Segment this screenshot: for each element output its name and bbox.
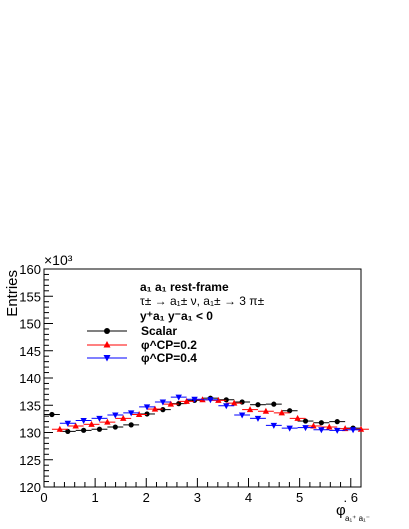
- data-point: [160, 407, 166, 413]
- data-point: [135, 411, 143, 418]
- series-1: [51, 396, 369, 432]
- data-point: [326, 423, 333, 430]
- x-tick-label: 1: [92, 490, 99, 505]
- legend-entry-scalar: Scalar: [87, 324, 177, 338]
- data-point: [334, 419, 340, 425]
- data-point: [231, 399, 238, 406]
- y-tick-label: 130: [19, 426, 41, 441]
- annotation-decay: τ± → a₁± ν, a₁± → 3 π±: [140, 294, 265, 308]
- legend-marker-scalar: [104, 328, 110, 334]
- data-point: [239, 399, 245, 405]
- y-tick-label: 125: [19, 453, 41, 468]
- data-point: [183, 397, 190, 404]
- data-point: [159, 399, 167, 406]
- series-layer: [44, 394, 369, 435]
- data-point: [334, 427, 341, 434]
- legend-entry-cp02: φ^CP=0.2: [87, 338, 197, 352]
- annotation-rapidity: y⁺a₁ y⁻a₁ < 0: [140, 309, 213, 323]
- data-point: [65, 428, 71, 435]
- data-point: [80, 418, 87, 425]
- data-point: [287, 408, 293, 414]
- data-point: [143, 404, 151, 411]
- data-point: [56, 425, 64, 432]
- x-tick-label: 0: [40, 490, 47, 505]
- data-point: [318, 420, 324, 426]
- data-point: [81, 427, 87, 433]
- data-point: [254, 415, 262, 422]
- data-point: [262, 407, 270, 414]
- y-axis-exponent: ×10³: [44, 252, 73, 268]
- data-point: [310, 422, 317, 429]
- x-axis-title: φ a₁⁺ a₁⁻: [336, 502, 370, 523]
- legend-marker-cp04: [103, 355, 111, 362]
- annotation-block: a₁ a₁ rest-frame τ± → a₁± ν, a₁± → 3 π± …: [140, 280, 265, 323]
- data-point: [270, 422, 278, 429]
- data-point: [112, 424, 118, 430]
- x-axis-title-main: φ: [336, 502, 346, 519]
- data-point: [96, 415, 103, 422]
- data-point: [144, 411, 150, 417]
- y-tick-label: 140: [19, 371, 41, 386]
- legend-entry-cp04: φ^CP=0.4: [87, 351, 197, 365]
- legend-label-cp04: φ^CP=0.4: [141, 351, 197, 365]
- y-tick-label: 120: [19, 480, 41, 495]
- x-tick-label: 3: [194, 490, 201, 505]
- data-point: [191, 396, 198, 403]
- data-point: [223, 397, 229, 403]
- data-point: [294, 414, 301, 421]
- legend-marker-cp02: [103, 341, 111, 348]
- data-point: [175, 394, 182, 401]
- data-point: [72, 422, 79, 429]
- data-point: [167, 400, 174, 407]
- axes-layer: 120 125 130 135 140 145 150 155 160 0 1 2 3 4 5 . 6: [19, 262, 358, 505]
- y-tick-label: 155: [19, 289, 41, 304]
- data-point: [318, 427, 325, 434]
- data-point: [88, 420, 95, 427]
- y-axis-title: Entries: [4, 270, 21, 317]
- legend: Scalar φ^CP=0.2 φ^CP=0.4: [87, 324, 197, 365]
- data-point: [286, 425, 293, 432]
- data-point: [278, 409, 285, 416]
- x-tick-label: 5: [296, 490, 303, 505]
- x-tick-label: . 6: [344, 490, 358, 505]
- data-point: [120, 414, 127, 421]
- data-point: [128, 422, 134, 428]
- data-point: [302, 418, 309, 424]
- data-point: [127, 410, 135, 417]
- series-2: [59, 394, 361, 434]
- data-point: [302, 425, 309, 432]
- x-axis-title-sub: a₁⁺ a₁⁻: [345, 514, 370, 523]
- data-point: [176, 401, 182, 407]
- data-point: [246, 406, 254, 413]
- x-tick-label: 4: [245, 490, 252, 505]
- series-0: [44, 395, 361, 435]
- data-point: [349, 427, 357, 434]
- data-point: [64, 420, 71, 427]
- legend-label-scalar: Scalar: [141, 324, 177, 338]
- y-tick-label: 145: [19, 344, 41, 359]
- data-point: [255, 402, 261, 408]
- data-point: [151, 405, 159, 412]
- y-tick-label: 135: [19, 398, 41, 413]
- data-point: [112, 412, 119, 419]
- y-tick-label: 160: [19, 262, 41, 277]
- data-point: [223, 403, 230, 410]
- data-point: [104, 418, 111, 425]
- annotation-frame: a₁ a₁ rest-frame: [140, 280, 229, 294]
- data-point: [49, 411, 55, 418]
- y-tick-label: 150: [19, 317, 41, 332]
- x-tick-label: 2: [143, 490, 150, 505]
- data-point: [271, 401, 277, 407]
- data-point: [207, 397, 214, 404]
- data-point: [238, 412, 246, 419]
- legend-label-cp02: φ^CP=0.2: [141, 338, 197, 352]
- data-point: [96, 426, 103, 432]
